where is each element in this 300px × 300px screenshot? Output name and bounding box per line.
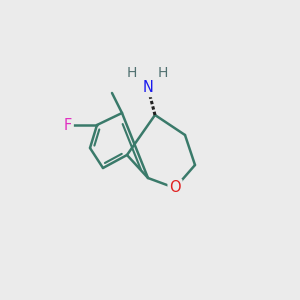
Text: O: O (169, 181, 181, 196)
Text: F: F (64, 118, 72, 133)
Text: N: N (142, 80, 153, 95)
Text: H: H (127, 66, 137, 80)
Text: H: H (158, 66, 168, 80)
